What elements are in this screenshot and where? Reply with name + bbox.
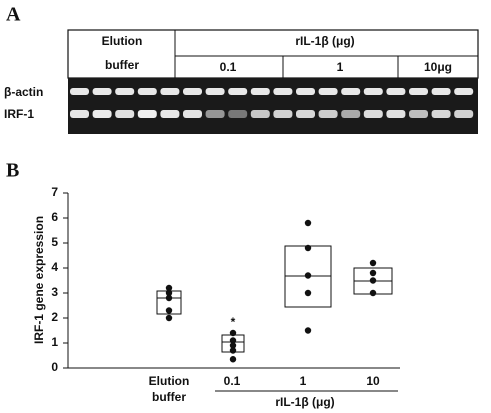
group-label: rIL-1β (μg)	[275, 395, 334, 409]
band	[296, 88, 315, 95]
dose: 1	[337, 60, 344, 74]
band	[386, 110, 405, 118]
band	[341, 110, 360, 118]
y-tick-label: 0	[51, 360, 58, 374]
band	[138, 110, 157, 118]
panel-label: B	[6, 160, 19, 182]
point	[370, 290, 376, 296]
header: rIL-1β (μg)	[295, 34, 354, 48]
y-tick-label: 4	[51, 260, 58, 274]
point	[370, 277, 376, 283]
point	[305, 245, 311, 251]
point	[305, 290, 311, 296]
gel	[68, 78, 478, 134]
band	[341, 88, 360, 95]
band	[160, 110, 179, 118]
point	[305, 327, 311, 333]
y-tick-label: 3	[51, 285, 58, 299]
band	[93, 110, 112, 118]
y-tick-label: 1	[51, 335, 58, 349]
band	[386, 88, 405, 95]
band	[432, 88, 451, 95]
band	[115, 88, 134, 95]
band	[454, 88, 473, 95]
point	[370, 270, 376, 276]
row-label: IRF-1	[4, 107, 34, 121]
band	[70, 110, 89, 118]
band	[454, 110, 473, 118]
band	[115, 110, 134, 118]
band	[296, 110, 315, 118]
annotation: *	[231, 315, 236, 329]
band	[273, 110, 292, 118]
point	[370, 260, 376, 266]
band	[138, 88, 157, 95]
band	[160, 88, 179, 95]
dose: 10μg	[424, 60, 452, 74]
band	[228, 110, 247, 118]
x-tick-label: 10	[366, 374, 380, 388]
dose: 0.1	[220, 60, 237, 74]
x-tick-label: 1	[300, 374, 307, 388]
band	[319, 88, 338, 95]
band	[251, 110, 270, 118]
header: buffer	[105, 58, 139, 72]
y-tick-label: 7	[51, 185, 58, 199]
band	[251, 88, 270, 95]
point	[166, 307, 172, 313]
band	[228, 88, 247, 95]
panel-label: A	[6, 4, 21, 26]
y-tick-label: 5	[51, 235, 58, 249]
point	[230, 356, 236, 362]
header: Elution	[102, 34, 143, 48]
band	[183, 110, 202, 118]
band	[70, 88, 89, 95]
band	[409, 110, 428, 118]
point	[166, 315, 172, 321]
point	[230, 347, 236, 353]
y-axis-label: IRF-1 gene expression	[32, 216, 46, 344]
y-tick-label: 6	[51, 210, 58, 224]
band	[364, 88, 383, 95]
band	[364, 110, 383, 118]
point	[166, 295, 172, 301]
band	[206, 110, 225, 118]
band	[273, 88, 292, 95]
band	[432, 110, 451, 118]
x-tick-label: 0.1	[224, 374, 241, 388]
band	[93, 88, 112, 95]
figure: A Elution buffer rIL-1β (μg) 0.1 1 10μg …	[0, 0, 491, 413]
point	[305, 220, 311, 226]
point	[230, 330, 236, 336]
y-tick-label: 2	[51, 310, 58, 324]
band	[206, 88, 225, 95]
band	[319, 110, 338, 118]
band	[409, 88, 428, 95]
row-label: β-actin	[4, 85, 43, 99]
band	[183, 88, 202, 95]
point	[305, 272, 311, 278]
